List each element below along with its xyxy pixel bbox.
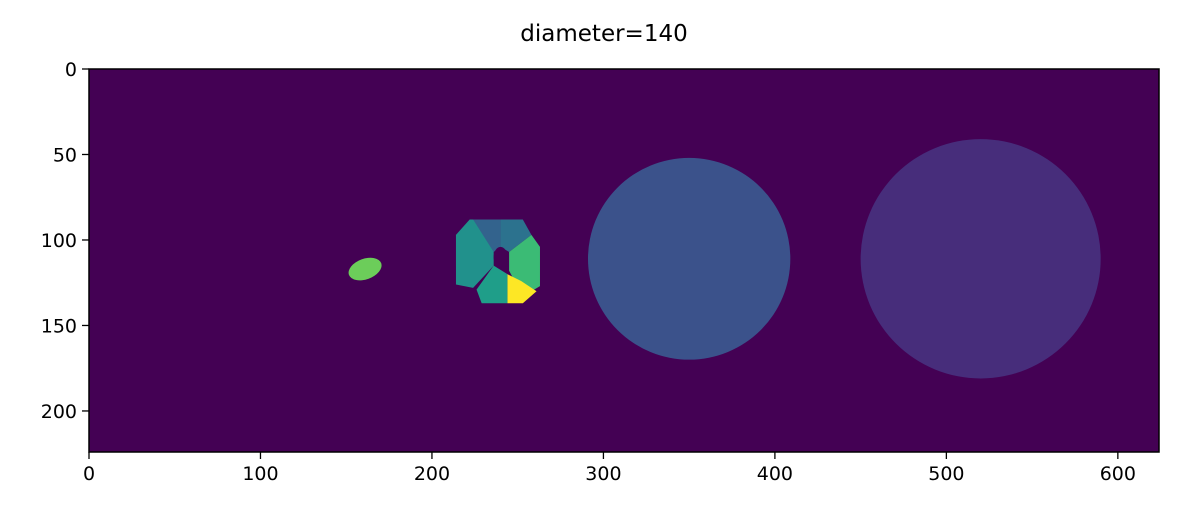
region-large-circle-2 <box>860 139 1101 379</box>
region-segmented-ring-top-right <box>500 219 532 252</box>
x-tick-label: 0 <box>83 463 95 485</box>
region-segmented-ring-bottom <box>476 265 508 304</box>
ring-hole <box>493 246 508 268</box>
x-tick-label: 500 <box>928 463 964 485</box>
x-tick-label: 100 <box>242 463 278 485</box>
y-tick-label: 100 <box>41 230 77 252</box>
x-tick-label: 600 <box>1100 463 1136 485</box>
axes: 0 100 200 300 400 500 600 0 50 100 150 200 <box>41 59 1160 485</box>
region-small-blob <box>348 257 382 281</box>
y-tick-label: 200 <box>41 401 77 423</box>
region-large-circle-1 <box>587 157 791 360</box>
region-segmented-ring-top <box>473 219 501 252</box>
x-tick-label: 300 <box>585 463 621 485</box>
y-tick-label: 150 <box>41 315 77 337</box>
plot-frame <box>88 68 1160 453</box>
x-tick-label: 400 <box>757 463 793 485</box>
y-tick-label: 50 <box>53 144 77 166</box>
y-tick-label: 0 <box>65 59 77 81</box>
region-segmented-ring-bottom-right <box>507 274 537 304</box>
chart-title: diameter=140 <box>520 21 687 47</box>
plot-area <box>89 69 1159 452</box>
x-tick-label: 200 <box>414 463 450 485</box>
